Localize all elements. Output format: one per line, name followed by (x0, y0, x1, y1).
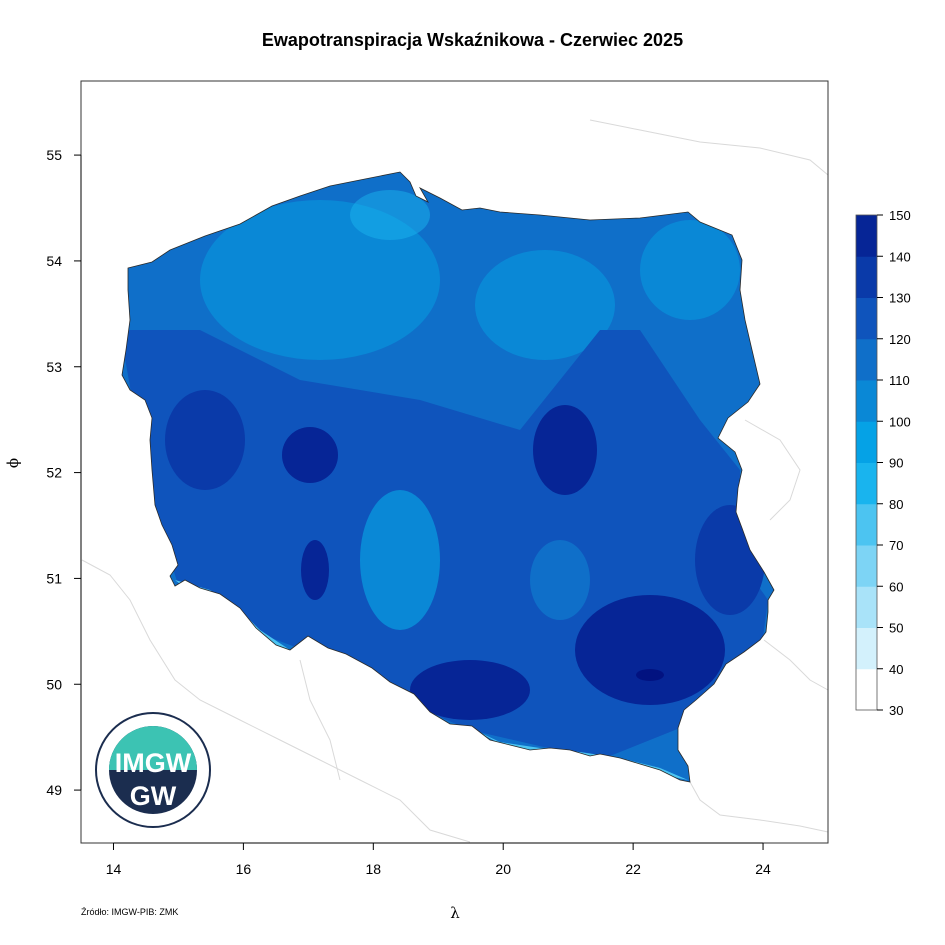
colorbar-swatch (856, 586, 877, 628)
y-tick-label: 54 (46, 253, 62, 269)
y-axis: 49 50 51 52 53 54 55 (46, 147, 82, 798)
imgw-logo: IMGW GW (95, 712, 211, 828)
zone-podkarpacie-140 (575, 595, 725, 705)
x-tick-label: 20 (495, 861, 511, 877)
zone-pomorze-light (200, 200, 440, 360)
colorbar-swatch (856, 421, 877, 463)
x-axis-label: λ (450, 904, 460, 922)
colorbar-tick-label: 60 (889, 579, 903, 594)
colorbar-swatch (856, 338, 877, 381)
x-tick-label: 16 (236, 861, 252, 877)
zone-kielce-110 (530, 540, 590, 620)
colorbar-tick-label: 150 (889, 208, 911, 223)
zone-coast-light (350, 190, 430, 240)
x-tick-label: 24 (755, 861, 771, 877)
zone-lubuskie-130 (165, 390, 245, 490)
colorbar-tick-label: 40 (889, 662, 903, 677)
zone-wielkopolska-140 (282, 427, 338, 483)
y-tick-label: 52 (46, 465, 62, 481)
colorbar-swatch (856, 256, 877, 298)
y-axis-label: ϕ (4, 458, 22, 468)
zone-ne-light (640, 220, 740, 320)
map-title: Ewapotranspiracja Wskaźnikowa - Czerwiec… (261, 30, 684, 50)
colorbar-tick-label: 30 (889, 703, 903, 718)
zone-lubelskie-130 (695, 505, 765, 615)
colorbar-tick-label: 110 (889, 373, 910, 388)
colorbar-tick-label: 100 (889, 414, 911, 429)
x-tick-label: 14 (106, 861, 122, 877)
y-tick-label: 53 (46, 359, 62, 375)
zone-lodz-light (360, 490, 440, 630)
logo-teal-half (109, 726, 197, 770)
colorbar-swatch (856, 380, 877, 422)
zone-max-150 (636, 669, 664, 681)
y-tick-label: 49 (46, 782, 62, 798)
colorbar-tick-label: 50 (889, 621, 903, 636)
colorbar-swatch (856, 545, 877, 587)
colorbar-tick-label: 140 (889, 249, 911, 264)
zone-mazowsze-140 (533, 405, 597, 495)
zone-sw-140 (301, 540, 329, 600)
logo-text-imgw: IMGW (115, 748, 192, 778)
colorbar-swatch (856, 462, 877, 505)
colorbar-swatch (856, 668, 877, 711)
zone-malopolska-140 (410, 660, 530, 720)
et-zones (122, 190, 768, 780)
colorbar-legend: 30 40 50 60 70 80 90 100 110 120 130 140 150 (855, 208, 911, 718)
y-tick-label: 51 (46, 570, 62, 586)
y-tick-label: 55 (46, 147, 62, 163)
logo-text-gw: GW (130, 781, 177, 811)
x-tick-label: 22 (625, 861, 641, 877)
colorbar-tick-label: 120 (889, 332, 911, 347)
x-axis: 14 16 18 20 22 24 (106, 842, 771, 877)
source-note: Źródło: IMGW-PIB: ZMK (81, 907, 179, 917)
zone-mazury-light (475, 250, 615, 360)
colorbar-tick-label: 130 (889, 291, 911, 306)
neighbour-borders (81, 119, 829, 843)
colorbar-swatch (856, 297, 877, 340)
colorbar-swatch (856, 503, 877, 546)
colorbar-tick-label: 90 (889, 456, 903, 471)
colorbar-tick-label: 70 (889, 538, 903, 553)
x-tick-label: 18 (366, 861, 382, 877)
colorbar-tick-label: 80 (889, 497, 903, 512)
colorbar-swatch (856, 627, 877, 670)
colorbar-swatch (856, 215, 877, 257)
y-tick-label: 50 (46, 676, 62, 692)
